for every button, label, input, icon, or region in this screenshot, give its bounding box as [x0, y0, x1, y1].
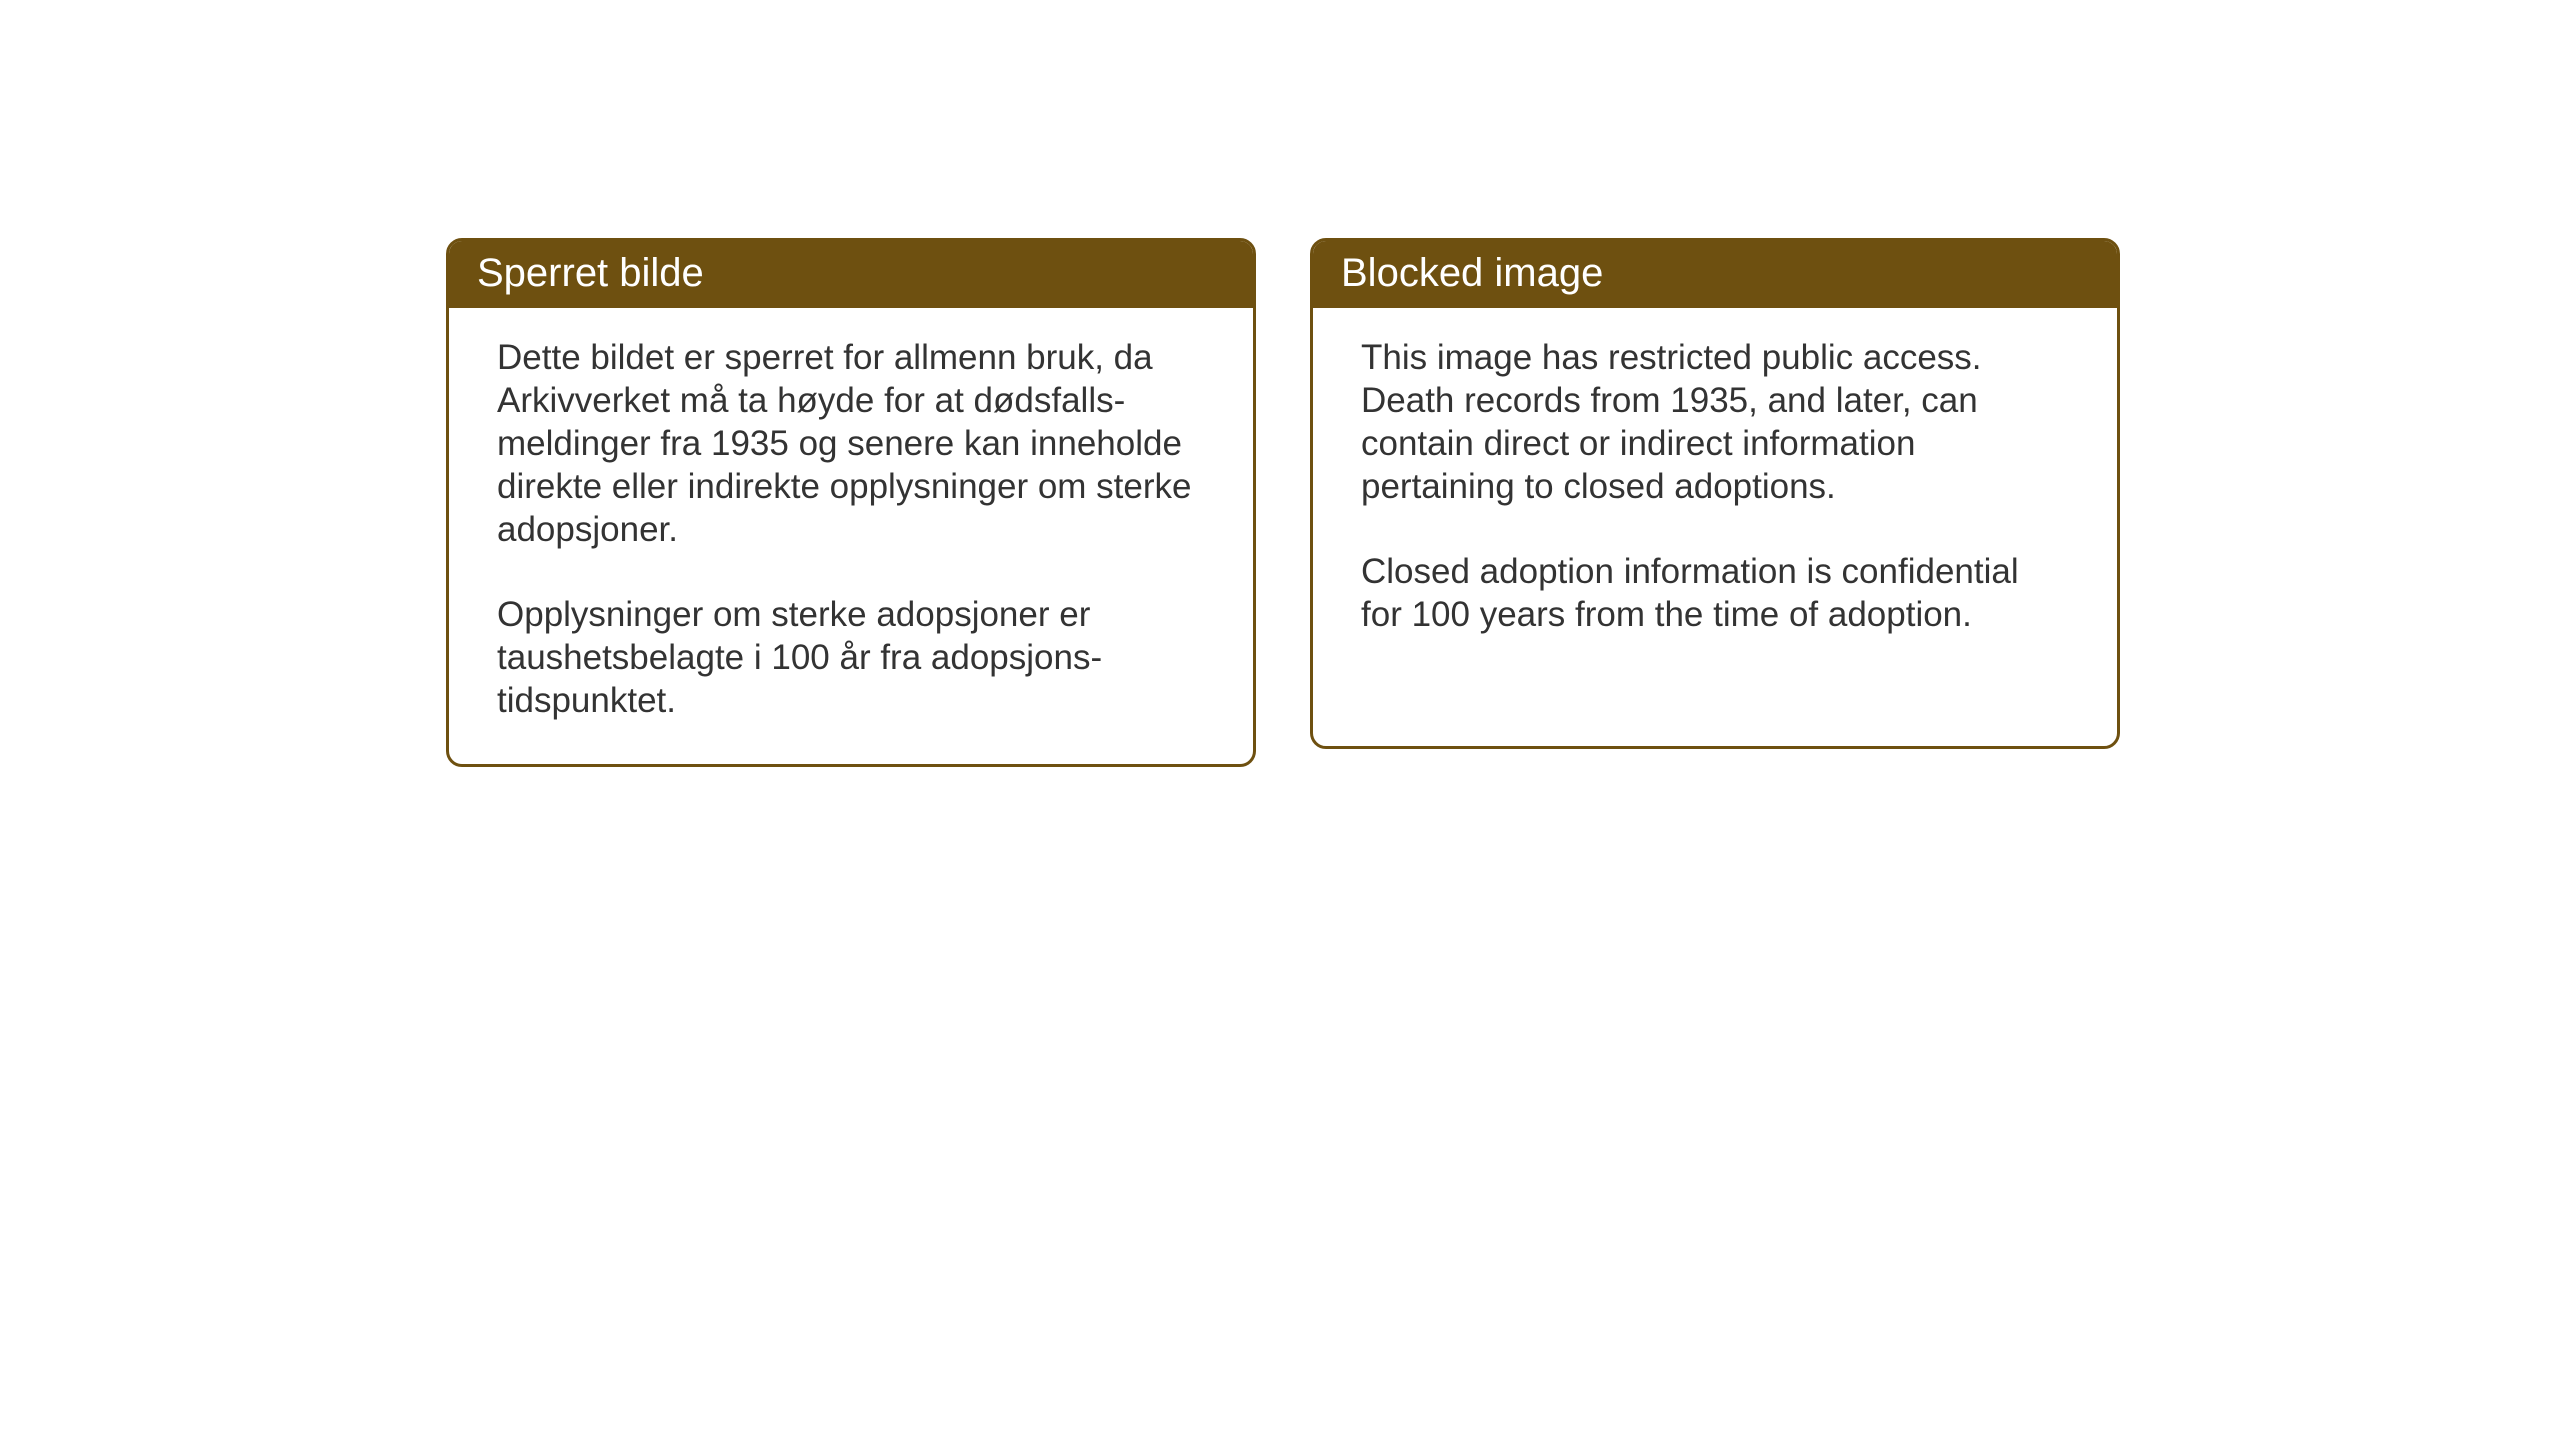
card-body-english: This image has restricted public access.…	[1313, 308, 2117, 678]
card-body-norwegian: Dette bildet er sperret for allmenn bruk…	[449, 308, 1253, 764]
card-header-english: Blocked image	[1313, 241, 2117, 308]
notice-card-norwegian: Sperret bilde Dette bildet er sperret fo…	[446, 238, 1256, 767]
card-title-english: Blocked image	[1341, 251, 1603, 295]
card-header-norwegian: Sperret bilde	[449, 241, 1253, 308]
notice-container: Sperret bilde Dette bildet er sperret fo…	[446, 238, 2120, 767]
paragraph-norwegian-2: Opplysninger om sterke adopsjoner er tau…	[497, 593, 1205, 722]
card-title-norwegian: Sperret bilde	[477, 251, 704, 295]
paragraph-norwegian-1: Dette bildet er sperret for allmenn bruk…	[497, 336, 1205, 551]
paragraph-english-2: Closed adoption information is confident…	[1361, 550, 2069, 636]
paragraph-english-1: This image has restricted public access.…	[1361, 336, 2069, 508]
notice-card-english: Blocked image This image has restricted …	[1310, 238, 2120, 749]
